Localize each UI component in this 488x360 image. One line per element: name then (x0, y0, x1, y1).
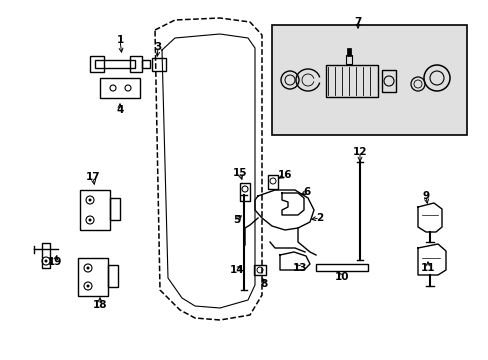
Text: 8: 8 (260, 279, 267, 289)
Bar (315, 264, 367, 271)
Bar (346, 55, 351, 64)
Bar (325, 65, 377, 97)
Bar (381, 70, 395, 92)
Bar (80, 190, 110, 230)
Text: 17: 17 (85, 172, 100, 182)
Bar (95, 60, 135, 68)
Bar (130, 56, 142, 72)
Bar (78, 258, 108, 296)
Text: 16: 16 (277, 170, 292, 180)
Bar (142, 60, 150, 68)
Bar (240, 183, 249, 201)
Circle shape (44, 260, 47, 262)
Bar (108, 265, 118, 287)
Text: 15: 15 (232, 168, 247, 178)
Bar (42, 243, 50, 268)
Text: 18: 18 (93, 300, 107, 310)
Text: 11: 11 (420, 263, 434, 273)
Bar (90, 56, 104, 72)
Bar (253, 265, 265, 275)
Text: 1: 1 (116, 35, 123, 45)
Bar (110, 198, 120, 220)
Text: 6: 6 (303, 187, 310, 197)
Bar (267, 175, 278, 189)
Bar (346, 48, 350, 56)
Text: 4: 4 (116, 105, 123, 115)
Circle shape (86, 284, 89, 288)
Bar (271, 25, 466, 135)
Text: 7: 7 (354, 17, 361, 27)
Text: 9: 9 (422, 191, 428, 201)
Text: 14: 14 (229, 265, 244, 275)
Text: 12: 12 (352, 147, 366, 157)
Bar (100, 78, 140, 98)
Text: 10: 10 (334, 272, 348, 282)
Circle shape (88, 198, 91, 202)
Bar (152, 58, 165, 71)
Text: 2: 2 (316, 213, 323, 223)
Text: 13: 13 (292, 263, 306, 273)
Text: 19: 19 (48, 257, 62, 267)
Circle shape (86, 266, 89, 270)
Text: 3: 3 (154, 42, 162, 52)
Text: 5: 5 (233, 215, 240, 225)
Circle shape (88, 219, 91, 221)
